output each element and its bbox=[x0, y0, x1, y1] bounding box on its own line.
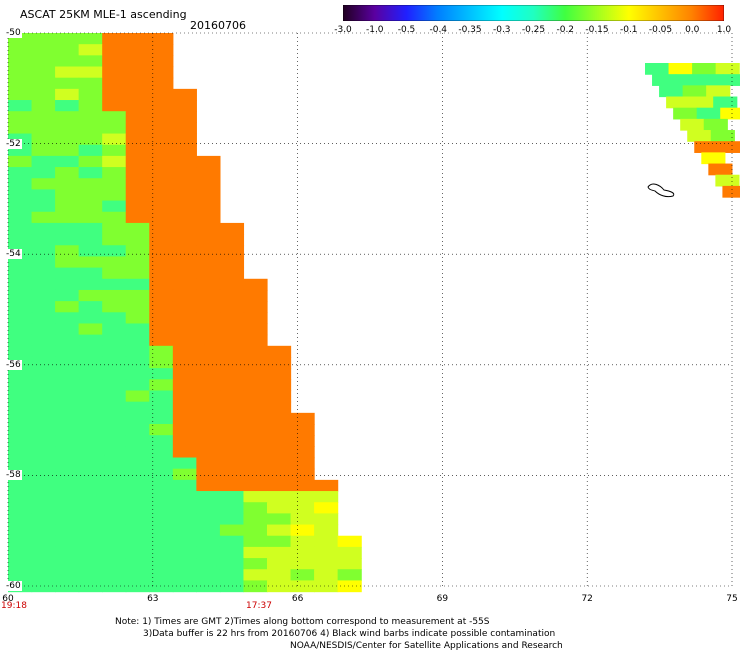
lon-label: 75 bbox=[726, 594, 738, 604]
colorbar-tick-label: -0.4 bbox=[429, 25, 448, 35]
lat-label: -56 bbox=[5, 359, 22, 370]
lat-label: -60 bbox=[5, 581, 22, 591]
colorbar-tick-label: -0.2 bbox=[556, 25, 575, 35]
colorbar-tick-label: -0.5 bbox=[397, 25, 416, 35]
colorbar-tick-label: -3.0 bbox=[334, 25, 352, 35]
colorbar-tick-label: -0.3 bbox=[492, 25, 511, 35]
colorbar-tick-label: 0.0 bbox=[685, 25, 700, 35]
colorbar-tick-label: -0.35 bbox=[458, 25, 482, 35]
map-title: ASCAT 25KM MLE-1 ascending bbox=[20, 8, 187, 21]
colorbar-tick-label: -0.15 bbox=[585, 25, 609, 35]
lat-label: -50 bbox=[5, 28, 22, 38]
colorbar-tick-label: -0.25 bbox=[521, 25, 546, 35]
lon-label: 60 bbox=[2, 594, 14, 604]
lat-label: -54 bbox=[5, 249, 22, 260]
note-line-2: 3)Data buffer is 22 hrs from 20160706 4)… bbox=[143, 629, 556, 639]
time-label: 17:37 bbox=[246, 601, 272, 611]
colorbar bbox=[343, 5, 724, 21]
swath-cells bbox=[8, 33, 740, 593]
lat-label: -58 bbox=[5, 470, 22, 481]
note-line-3: NOAA/NESDIS/Center for Satellite Applica… bbox=[290, 641, 563, 651]
time-label: 19:18 bbox=[1, 601, 27, 611]
map-frame bbox=[7, 32, 733, 587]
lon-label: 63 bbox=[147, 594, 159, 604]
map-date: 20160706 bbox=[190, 19, 246, 32]
note-line-1: Note: 1) Times are GMT 2)Times along bot… bbox=[115, 617, 490, 627]
colorbar-tick-label: -0.05 bbox=[648, 25, 673, 35]
colorbar-tick-label: 1.0 bbox=[716, 25, 732, 35]
lon-label: 66 bbox=[291, 594, 304, 604]
lat-label: -52 bbox=[5, 138, 22, 149]
lon-label: 69 bbox=[436, 594, 449, 604]
colorbar-tick-label: -0.1 bbox=[619, 25, 638, 35]
colorbar-gradient bbox=[343, 5, 724, 21]
lon-label: 72 bbox=[581, 594, 593, 604]
graticule bbox=[8, 33, 732, 586]
island-outline bbox=[647, 183, 675, 198]
colorbar-tick-label: -1.0 bbox=[365, 25, 384, 35]
